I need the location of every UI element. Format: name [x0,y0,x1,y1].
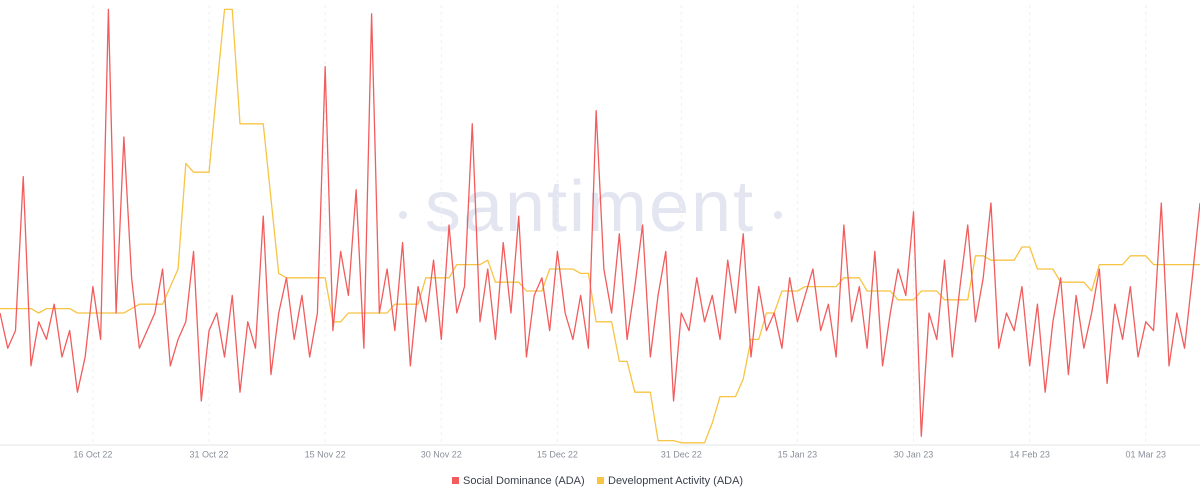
watermark: santiment [425,167,755,247]
legend-label: Development Activity (ADA) [608,475,743,487]
x-tick-label: 15 Dec 22 [537,449,578,459]
series-line [0,8,1200,437]
watermark-dot [774,211,782,219]
legend-swatch [597,477,604,484]
x-tick-label: 16 Oct 22 [73,449,112,459]
x-tick-label: 31 Dec 22 [661,449,702,459]
x-tick-label: 15 Jan 23 [778,449,818,459]
x-tick-label: 30 Nov 22 [421,449,462,459]
x-tick-label: 15 Nov 22 [305,449,346,459]
x-tick-label: 01 Mar 23 [1126,449,1167,459]
watermark-dot [399,211,407,219]
series-line [0,8,1200,444]
x-tick-label: 14 Feb 23 [1009,449,1050,459]
legend-swatch [452,477,459,484]
x-tick-label: 31 Oct 22 [190,449,229,459]
x-tick-label: 30 Jan 23 [894,449,934,459]
legend-label: Social Dominance (ADA) [463,475,585,487]
